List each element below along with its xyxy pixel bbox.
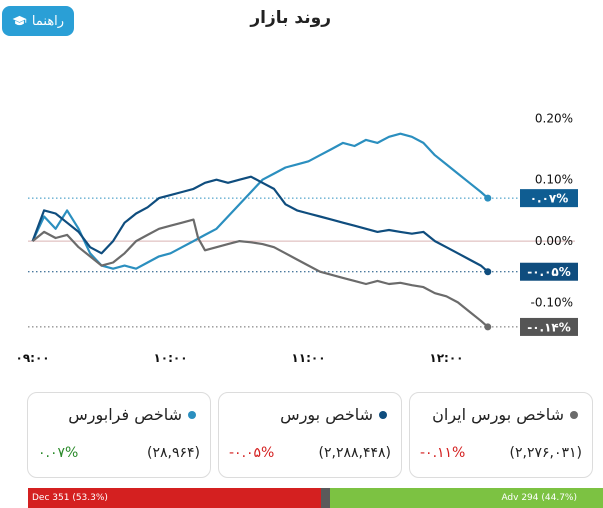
series-end-point — [484, 268, 492, 276]
guide-label: راهنما — [31, 13, 65, 29]
guide-button[interactable]: راهنما — [2, 6, 74, 36]
card-name: شاخص بورس ایران — [432, 405, 564, 424]
card-value: (۲۸,۹۶۴) — [147, 445, 200, 461]
end-value-label: -۰.۱۴% — [527, 320, 571, 334]
series-line — [31, 175, 489, 273]
index-card-bourse[interactable]: شاخص بورس (۲,۲۸۸,۴۴۸) -۰.۰۵% — [218, 392, 402, 478]
x-tick-label: ۱۲:۰۰ — [429, 351, 463, 365]
series-line — [31, 218, 489, 328]
unchanged-segment — [321, 488, 330, 508]
card-value: (۲,۲۷۶,۰۳۱) — [509, 445, 582, 461]
end-value-box — [520, 262, 578, 281]
x-tick-label: ۱۰:۰۰ — [153, 351, 187, 365]
decliners-segment: Dec 351 (53.3%) — [28, 488, 321, 508]
page-title: روند بازار — [250, 8, 331, 28]
x-tick-label: ۰۹:۰۰ — [16, 351, 50, 365]
advancers-segment: Adv 294 (44.7%) — [330, 488, 603, 508]
y-tick-label: -0.10% — [531, 295, 573, 309]
index-card-fara-bourse[interactable]: شاخص فرابورس (۲۸,۹۶۴) ۰.۰۷% — [27, 392, 211, 478]
series-dot — [379, 410, 387, 419]
series-line — [31, 132, 489, 270]
end-value-box — [520, 317, 578, 336]
y-tick-label: 0.20% — [535, 111, 573, 125]
market-breadth-bar: Dec 351 (53.3%) Adv 294 (44.7%) — [28, 488, 603, 508]
market-trend-chart: 0.20% 0.10% 0.00% -0.10% ۰۹:۰۰ ۱۰:۰۰ ۱۱:۰۰ ۱۲:۰… — [16, 111, 578, 365]
index-card-iran-bourse[interactable]: شاخص بورس ایران (۲,۲۷۶,۰۳۱) -۰.۱۱% — [409, 392, 593, 478]
card-change: -۰.۰۵% — [229, 445, 275, 461]
card-name: شاخص فرابورس — [68, 405, 182, 424]
series-end-point — [484, 323, 492, 331]
graduation-cap-icon — [12, 15, 27, 25]
series-dot — [570, 410, 578, 419]
card-value: (۲,۲۸۸,۴۴۸) — [318, 445, 391, 461]
x-tick-label: ۱۱:۰۰ — [291, 351, 325, 365]
card-change: ۰.۰۷% — [38, 445, 79, 461]
end-value-box — [520, 189, 578, 208]
series-dot — [188, 410, 196, 419]
series-end-point — [484, 194, 492, 202]
end-value-label: -۰.۰۵% — [527, 265, 571, 279]
y-tick-label: 0.10% — [535, 173, 573, 187]
y-tick-label: 0.00% — [535, 234, 573, 248]
card-name: شاخص بورس — [280, 405, 373, 424]
card-change: -۰.۱۱% — [420, 445, 466, 461]
end-value-label: ۰.۰۷% — [530, 192, 569, 206]
